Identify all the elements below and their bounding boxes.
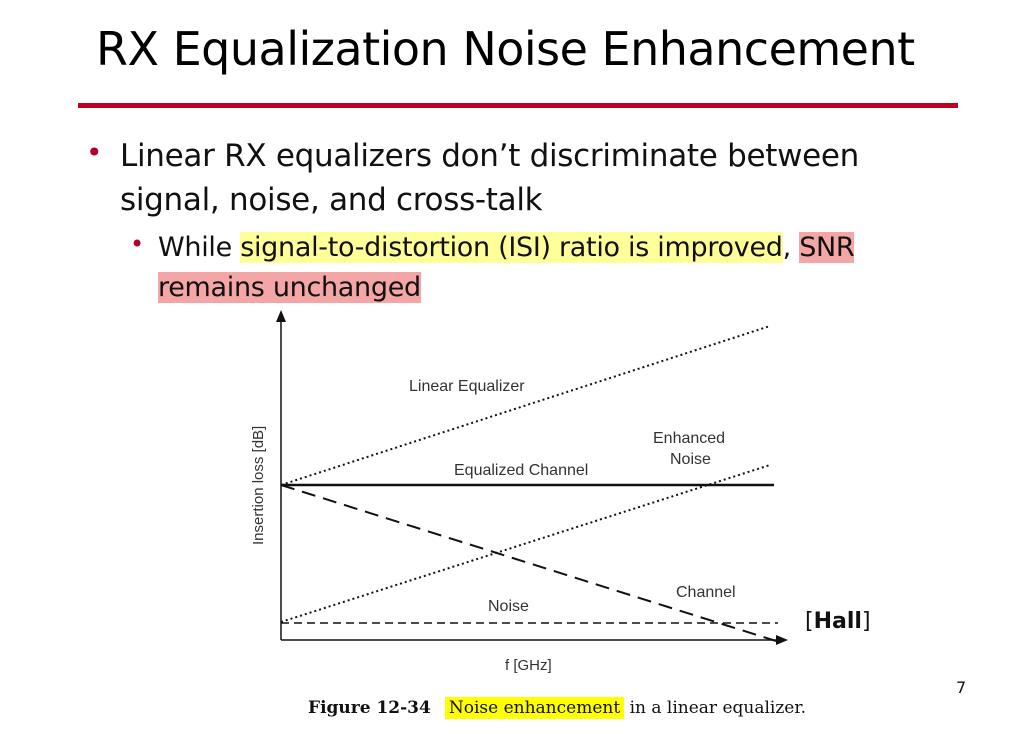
- title-underline: [78, 103, 958, 108]
- label-enhanced: Enhanced: [653, 430, 725, 447]
- x-axis-arrow: [776, 635, 788, 645]
- label-linear-equalizer: Linear Equalizer: [409, 378, 525, 395]
- y-axis-arrow: [276, 310, 286, 322]
- caption-rest: in a linear equalizer.: [624, 698, 807, 718]
- label-equalized-channel: Equalized Channel: [454, 462, 588, 479]
- enhanced-noise-curve: [280, 464, 771, 623]
- bullet2-comma: ,: [782, 232, 792, 263]
- page-number: 7: [956, 678, 967, 697]
- reference-open-bracket: [: [805, 609, 814, 634]
- slide-title: RX Equalization Noise Enhancement: [96, 22, 915, 76]
- caption-highlight: Noise enhancement: [444, 697, 625, 719]
- bullet-point-1: Linear RX equalizers don’t discriminate …: [120, 138, 860, 218]
- y-axis-label: Insertion loss [dB]: [250, 426, 267, 545]
- label-enhanced-noise: Noise: [670, 451, 711, 468]
- linear-equalizer-curve: [280, 325, 771, 486]
- reference-tag: [Hall]: [805, 609, 871, 634]
- label-channel: Channel: [676, 584, 736, 601]
- bullet-dot: •: [86, 136, 103, 169]
- label-noise: Noise: [488, 598, 529, 615]
- figure-number: Figure 12-34: [308, 698, 431, 718]
- highlight-sdr: signal-to-distortion (ISI) ratio is impr…: [240, 232, 783, 263]
- sub-bullet-dot: •: [130, 230, 145, 258]
- reference-close-bracket: ]: [861, 609, 871, 634]
- channel-curve: [280, 484, 777, 642]
- x-axis-label: f [GHz]: [505, 657, 552, 674]
- figure-caption: Figure 12-34 Noise enhancement in a linea…: [308, 697, 807, 719]
- reference-name: Hall: [813, 609, 862, 634]
- bullet-point-2: While signal-to-distortion (ISI) ratio i…: [158, 228, 948, 308]
- bullet2-prefix: While: [158, 232, 241, 263]
